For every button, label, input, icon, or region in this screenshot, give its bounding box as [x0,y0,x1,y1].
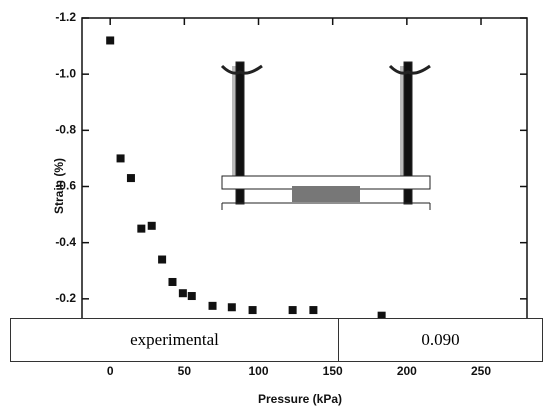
data-point [106,36,115,45]
y-tick-label: -0.4 [55,235,76,249]
y-tick-label: -1.2 [55,10,76,24]
x-axis-label: Pressure (kPa) [258,392,342,406]
y-tick-label: -0.6 [55,179,76,193]
data-point [137,224,146,233]
x-tick-label: 250 [471,364,491,378]
data-point [288,306,297,315]
data-point [178,289,187,298]
data-point [168,277,177,286]
inset-diagram [220,61,431,210]
data-point [208,301,217,310]
table-cell: experimental [10,318,339,362]
data-point [116,154,125,163]
value-table: experimental 0.090 [10,318,543,362]
y-axis-label: Strain (%) [52,158,66,214]
data-point [147,221,156,230]
data-point [309,306,318,315]
y-tick-label: -0.2 [55,291,76,305]
table-cell: 0.090 [338,318,543,362]
data-point [377,311,386,320]
data-point [227,303,236,312]
x-tick-label: 150 [323,364,343,378]
data-point [126,174,135,183]
data-point [158,255,167,264]
data-point [187,292,196,301]
x-tick-label: 50 [178,364,192,378]
x-tick-label: 0 [107,364,114,378]
y-tick-label: -0.8 [55,123,76,137]
y-tick-label: -1.0 [55,66,76,80]
x-tick-label: 200 [397,364,417,378]
data-point [248,306,257,315]
x-tick-label: 100 [249,364,269,378]
